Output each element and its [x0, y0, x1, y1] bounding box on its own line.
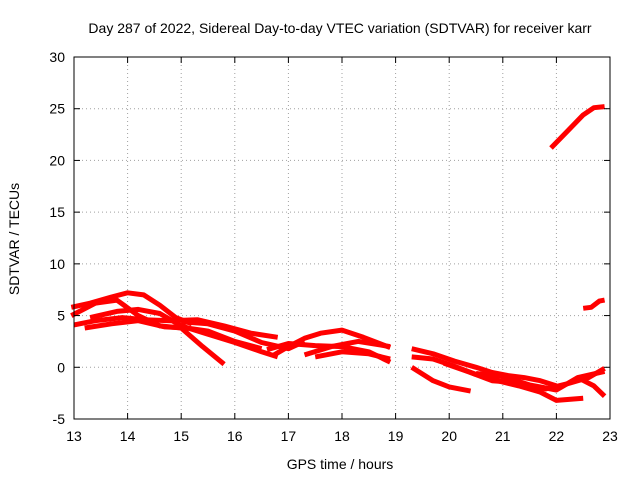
series-line-track-5 [89, 306, 279, 360]
x-axis-label: GPS time / hours [287, 456, 394, 472]
x-tick-label: 17 [281, 428, 297, 444]
chart-title: Day 287 of 2022, Sidereal Day-to-day VTE… [88, 20, 591, 36]
series-line-track-15 [475, 368, 606, 393]
x-tick-label: 16 [227, 428, 243, 444]
series-line-track-18 [582, 297, 606, 311]
axis-ticks: 13 14 15 16 17 18 19 20 21 22 23 -5 0 5 10 15 20 25 30 [49, 49, 618, 444]
x-tick-label: 23 [602, 428, 618, 444]
y-axis-label: SDTVAR / TECUs [6, 183, 22, 295]
y-tick-label: 25 [49, 101, 65, 117]
y-tick-label: -5 [53, 411, 66, 427]
x-tick-label: 15 [173, 428, 189, 444]
series-line-track-7 [271, 327, 392, 359]
x-tick-label: 21 [495, 428, 511, 444]
series-line-track-17 [549, 104, 605, 150]
y-tick-label: 20 [49, 152, 65, 168]
grid-lines [74, 57, 610, 419]
y-tick-label: 0 [57, 359, 65, 375]
series-line-track-11 [411, 346, 558, 389]
x-tick-label: 20 [441, 428, 457, 444]
x-tick-label: 14 [120, 428, 136, 444]
y-tick-label: 5 [57, 308, 65, 324]
x-tick-label: 18 [334, 428, 350, 444]
y-tick-label: 15 [49, 204, 65, 220]
series-line-track-16 [576, 375, 607, 399]
series-line-track-13 [410, 365, 472, 394]
x-tick-label: 13 [66, 428, 82, 444]
y-tick-label: 30 [49, 49, 65, 65]
series-line-track-10 [314, 349, 391, 362]
x-tick-label: 22 [549, 428, 565, 444]
data-series [70, 104, 607, 403]
x-tick-label: 19 [388, 428, 404, 444]
y-tick-label: 10 [49, 256, 65, 272]
series-line-track-9 [303, 338, 391, 358]
